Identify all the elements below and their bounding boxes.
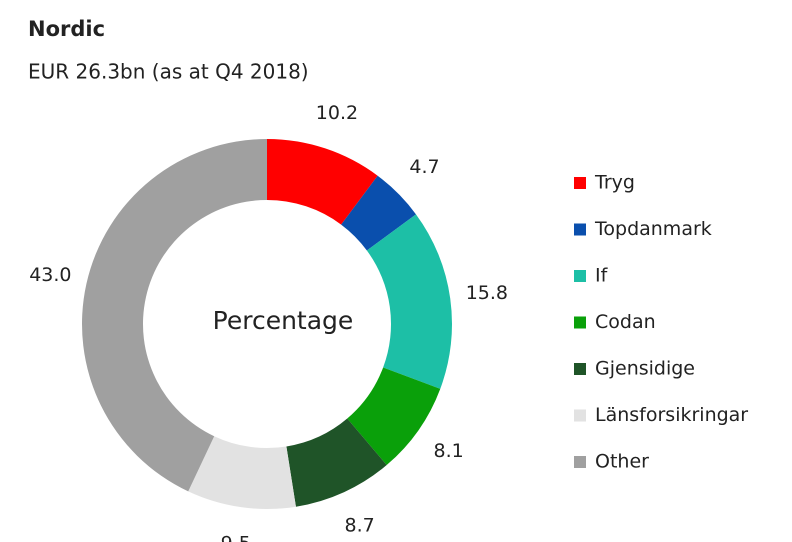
donut-segment <box>286 418 387 507</box>
data-label: 4.7 <box>409 156 439 178</box>
legend-label: Codan <box>595 311 656 333</box>
donut-segment <box>347 367 441 466</box>
legend-swatch <box>574 456 586 468</box>
legend-label: Gjensidige <box>595 358 695 380</box>
legend-swatch <box>574 270 586 282</box>
legend-label: Topdanmark <box>594 218 712 240</box>
legend-swatch <box>574 363 586 375</box>
donut-segment <box>267 139 378 225</box>
chart-title: Nordic <box>28 17 105 41</box>
data-label: 43.0 <box>29 264 71 286</box>
data-label: 8.1 <box>434 440 464 462</box>
legend-label: Tryg <box>594 172 635 194</box>
chart-subtitle: EUR 26.3bn (as at Q4 2018) <box>28 60 309 84</box>
data-label: 15.8 <box>466 282 508 304</box>
donut-segment <box>82 139 267 492</box>
data-label: 8.7 <box>345 514 375 536</box>
legend-label: Other <box>595 451 649 473</box>
legend-label: If <box>595 265 609 287</box>
data-label: 10.2 <box>316 102 358 124</box>
center-label: Percentage <box>213 306 354 335</box>
donut-segment <box>341 175 416 251</box>
legend-label: Länsforsikringar <box>595 404 748 426</box>
donut-segment <box>366 214 452 389</box>
data-label: 9.5 <box>221 532 251 542</box>
donut-segment <box>188 436 296 509</box>
legend-swatch <box>574 177 586 189</box>
legend-swatch <box>574 316 586 329</box>
legend-swatch <box>574 409 586 422</box>
legend-swatch <box>574 223 586 236</box>
